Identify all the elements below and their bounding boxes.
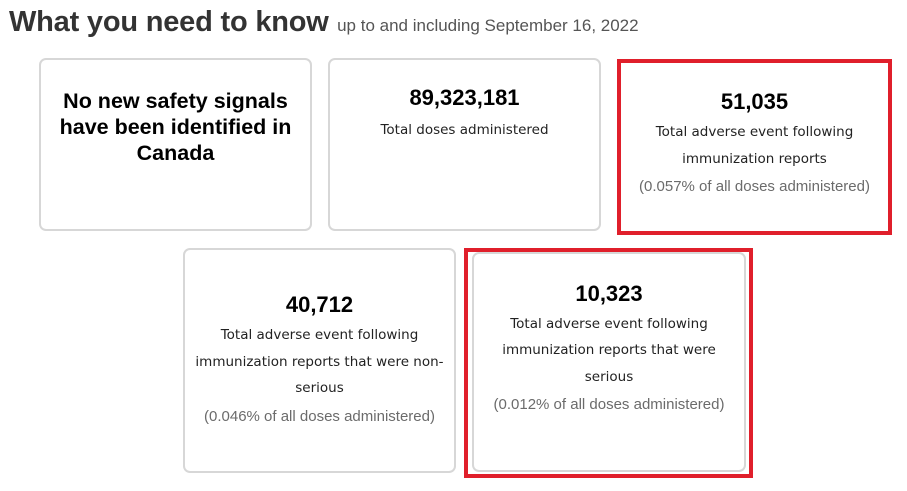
serious-percent: (0.012% of all doses administered) (493, 396, 725, 414)
total-reports-label-line1: Total adverse event following (655, 124, 854, 140)
serious-label-line2: immunization reports that were serious (502, 342, 716, 385)
highlight-frame-total-reports (617, 59, 892, 235)
page-heading: What you need to know up to and includin… (9, 6, 639, 39)
serious-label-line1: Total adverse event following (510, 315, 708, 332)
serious-value: 10,323 (575, 280, 643, 306)
serious-card: 10,323 Total adverse event following imm… (472, 252, 746, 472)
nonserious-label-line3: serious (295, 380, 344, 397)
doses-card: 89,323,181 Total doses administered (328, 58, 601, 231)
nonserious-label-line1: Total adverse event following (220, 327, 419, 344)
nonserious-card: 40,712 Total adverse event following imm… (183, 248, 456, 473)
safety-signal-text: No new safety signals have been identifi… (59, 88, 292, 165)
doses-value: 89,323,181 (409, 85, 520, 111)
total-reports-card: 51,035 Total adverse event following imm… (621, 63, 888, 231)
total-reports-value: 51,035 (720, 89, 789, 114)
page-title: What you need to know (9, 6, 329, 38)
total-reports-percent: (0.057% of all doses administered) (639, 178, 870, 195)
date-subtitle: up to and including September 16, 2022 (337, 16, 639, 35)
doses-label: Total doses administered (380, 122, 549, 139)
nonserious-value: 40,712 (285, 292, 354, 318)
nonserious-percent: (0.046% of all doses administered) (204, 407, 435, 425)
safety-signal-card: No new safety signals have been identifi… (39, 58, 312, 231)
highlight-frame-serious (464, 248, 753, 478)
total-reports-label-line2: immunization reports (682, 150, 827, 167)
nonserious-label-line2: immunization reports that were non- (195, 353, 444, 370)
